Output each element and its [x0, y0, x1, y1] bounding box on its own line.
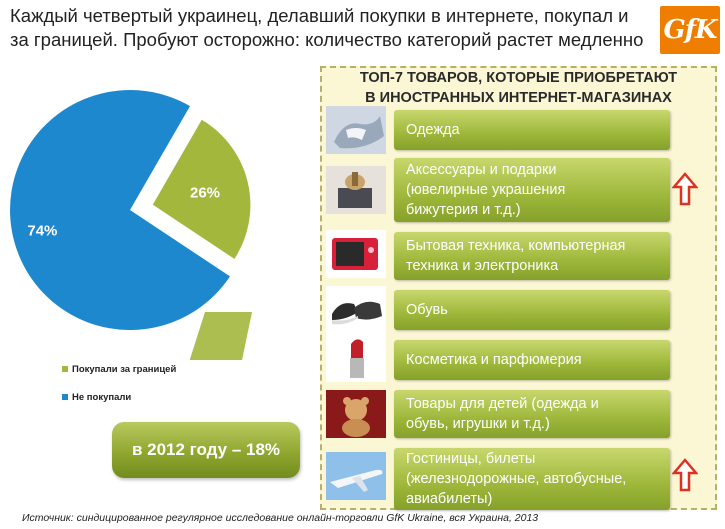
clothes-icon: [326, 106, 386, 154]
item-kids-line-1: Товары для детей (одежда и: [406, 396, 599, 412]
legend-label-not-purchased: Не покупали: [72, 391, 132, 403]
item-electronics-line-2: техника и электроника: [406, 258, 559, 274]
gift-icon: [326, 166, 386, 214]
item-electronics: Бытовая техника, компьютерная техника и …: [394, 232, 670, 280]
item-accessories-line-2: (ювелирные украшения: [406, 182, 566, 198]
panel-title-line-2: В ИНОСТРАННЫХ ИНТЕРНЕТ-МАГАЗИНАХ: [365, 90, 672, 106]
item-accessories-line-1: Аксессуары и подарки: [406, 162, 557, 178]
legend-label-purchased: Покупали за границей: [72, 363, 177, 375]
item-travel-line-3: авиабилеты): [406, 491, 493, 507]
pie-slice-not-purchased: [10, 90, 231, 331]
pie-label-not-purchased: 74%: [27, 223, 57, 240]
callout-connector: [189, 312, 252, 360]
camera-icon: [326, 230, 386, 278]
item-cosmetics-line-1: Косметика и парфюмерия: [406, 352, 582, 368]
item-accessories-line-3: бижутерия и т.д.): [406, 202, 521, 218]
panel-title-line-1: ТОП-7 ТОВАРОВ, КОТОРЫЕ ПРИОБРЕТАЮТ: [359, 70, 678, 86]
item-travel: Гостиницы, билеты (железнодорожные, авто…: [394, 448, 670, 510]
source-note: Источник: синдицированное регулярное исс…: [22, 512, 539, 524]
item-cosmetics: Косметика и парфюмерия: [394, 340, 670, 380]
item-kids-line-2: обувь, игрушки и т.д.): [406, 416, 550, 432]
item-clothes: Одежда: [394, 110, 670, 150]
item-shoes: Обувь: [394, 290, 670, 330]
item-accessories: Аксессуары и подарки (ювелирные украшени…: [394, 158, 670, 222]
item-shoes-line-1: Обувь: [406, 302, 448, 318]
item-kids: Товары для детей (одежда и обувь, игрушк…: [394, 390, 670, 438]
lipstick-icon: [326, 334, 386, 382]
item-travel-line-2: (железнодорожные, автобусные,: [406, 471, 627, 487]
item-electronics-line-1: Бытовая техника, компьютерная: [406, 238, 626, 254]
pie-slice-purchased-abroad: [150, 117, 253, 262]
airplane-icon: [326, 452, 386, 500]
headline: Каждый четвертый украинец, делавший поку…: [10, 4, 660, 52]
gfk-logo: GfK: [660, 6, 720, 54]
legend-swatch-green: [62, 366, 68, 372]
pie-chart: 74% 26%: [10, 90, 253, 360]
headline-line-1: Каждый четвертый украинец, делавший поку…: [10, 5, 629, 26]
item-travel-line-1: Гостиницы, билеты: [406, 451, 536, 467]
arrow-up-icon: [672, 458, 698, 492]
teddy-bear-icon: [326, 390, 386, 438]
headline-line-2: за границей. Пробуют осторожно: количест…: [10, 29, 644, 50]
legend: Покупали за границей Не покупали: [62, 362, 176, 418]
callout-2012: в 2012 году – 18%: [112, 422, 300, 478]
legend-item-not-purchased: Не покупали: [62, 390, 176, 404]
legend-swatch-blue: [62, 394, 68, 400]
pie-label-purchased-abroad: 26%: [190, 184, 220, 201]
item-clothes-line-1: Одежда: [406, 122, 460, 138]
panel-title: ТОП-7 ТОВАРОВ, КОТОРЫЕ ПРИОБРЕТАЮТ В ИНО…: [320, 68, 717, 108]
arrow-up-icon: [672, 172, 698, 206]
shoes-icon: [326, 286, 386, 334]
legend-item-purchased: Покупали за границей: [62, 362, 176, 376]
